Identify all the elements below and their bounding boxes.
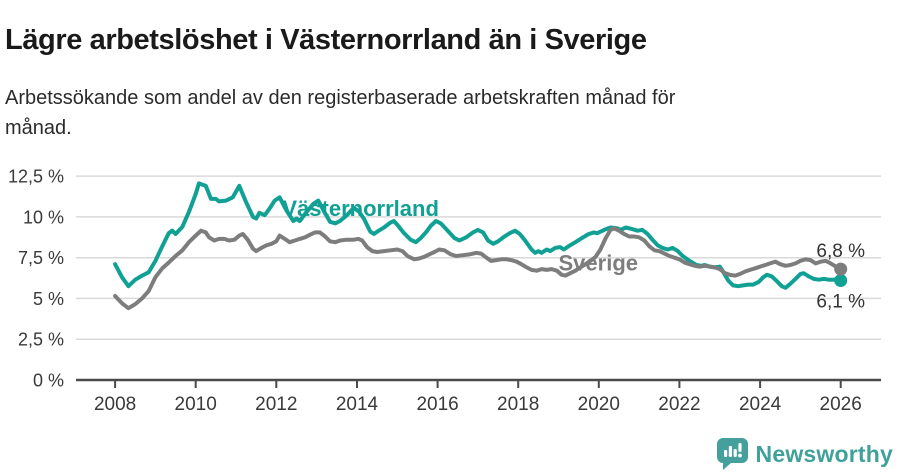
line-chart: 0 % 2,5 % 5 % 7,5 % 10 % 12,5 % 2008 2010 2012 20… [0, 150, 900, 435]
x-tick-label: 2024 [739, 394, 782, 415]
y-tick-label: 12,5 % [8, 167, 64, 187]
x-tick-label: 2008 [94, 394, 136, 415]
y-tick-label: 2,5 % [18, 330, 64, 350]
end-dot-vasternorrland [834, 274, 848, 287]
series-line-vasternorrland [113, 181, 843, 290]
series-line-sverige [113, 226, 843, 311]
x-tick-label: 2018 [497, 394, 539, 415]
end-value-label-sverige: 6,8 % [816, 241, 865, 262]
brand-name: Newsworthy [755, 440, 893, 467]
y-tick-label: 5 % [33, 289, 64, 309]
end-value-label-vasternorrland: 6,1 % [816, 291, 865, 312]
newsworthy-logo-icon [716, 437, 748, 470]
end-dot-sverige [834, 262, 848, 276]
brand-footer: Newsworthy [716, 437, 893, 470]
x-tick-label: 2016 [416, 394, 458, 415]
page-title: Lägre arbetslöshet i Västernorrland än i… [5, 24, 647, 57]
x-tick-label: 2020 [578, 394, 620, 415]
chart-subtitle: Arbetssökande som andel av den registerb… [5, 87, 676, 139]
x-tick-label: 2014 [336, 394, 379, 415]
x-tick-label: 2010 [175, 394, 217, 415]
y-tick-label: 10 % [23, 207, 64, 227]
x-tick-label: 2012 [255, 394, 297, 415]
x-tick-label: 2022 [658, 394, 700, 415]
series-label-sverige: Sverige [559, 251, 639, 276]
chart-svg: 0 % 2,5 % 5 % 7,5 % 10 % 12,5 % 2008 2010 2012 20… [8, 167, 881, 415]
y-tick-label: 0 % [33, 371, 64, 391]
y-tick-label: 7,5 % [18, 248, 64, 268]
series-label-vasternorrland: Västernorrland [282, 196, 439, 221]
x-tick-label: 2026 [820, 394, 862, 415]
